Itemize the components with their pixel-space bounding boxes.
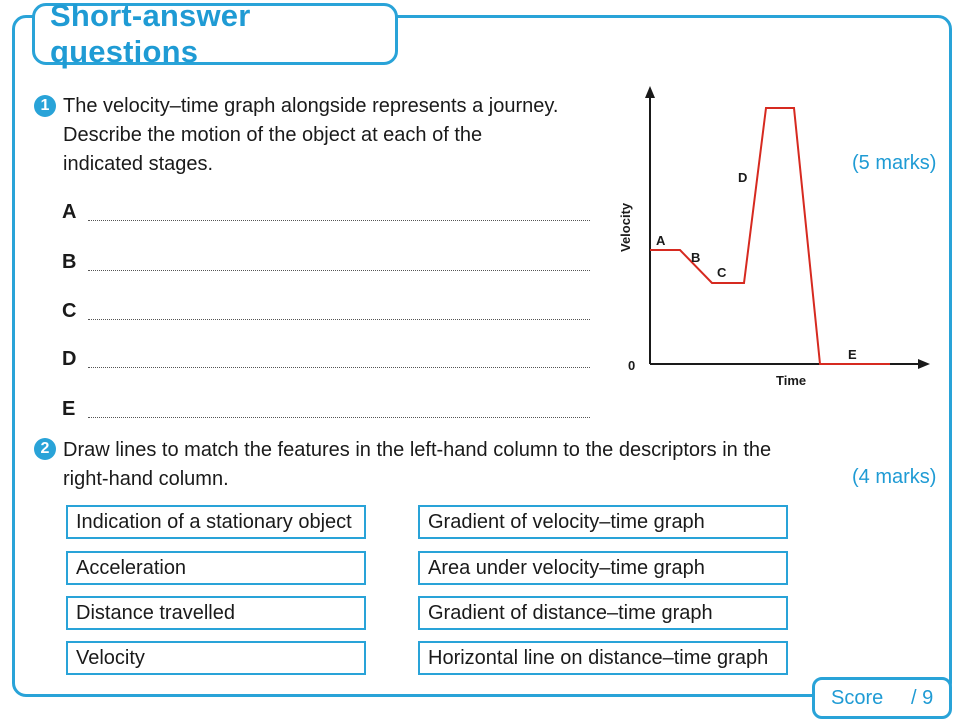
- question-2-text: Draw lines to match the features in the …: [63, 436, 771, 494]
- answer-label-b: B: [62, 251, 77, 273]
- right-item-area-vt[interactable]: Area under velocity–time graph: [418, 551, 788, 585]
- origin-label: 0: [628, 358, 635, 373]
- left-item-stationary[interactable]: Indication of a stationary object: [66, 505, 366, 539]
- stage-label-e: E: [848, 347, 857, 362]
- stage-label-b: B: [691, 250, 700, 265]
- score-label: Score: [831, 687, 884, 709]
- question-2-marks: (4 marks): [852, 466, 937, 488]
- velocity-time-graph: A B C D E 0 Time Velocity: [618, 86, 930, 388]
- answer-line-c[interactable]: [88, 319, 590, 320]
- y-axis-arrow-icon: [645, 86, 655, 98]
- answer-label-e: E: [62, 398, 76, 420]
- question-1-marks: (5 marks): [852, 152, 937, 174]
- answer-label-c: C: [62, 300, 77, 322]
- title-tab: Short-answer questions: [32, 0, 398, 69]
- page-title: Short-answer questions: [50, 0, 251, 69]
- right-item-horizontal-dt[interactable]: Horizontal line on distance–time graph: [418, 641, 788, 675]
- answer-line-e[interactable]: [88, 417, 590, 418]
- worksheet-frame: [12, 15, 952, 697]
- stage-label-a: A: [656, 233, 666, 248]
- answer-line-d[interactable]: [88, 367, 590, 368]
- right-item-gradient-dt[interactable]: Gradient of distance–time graph: [418, 596, 788, 630]
- question-1-line: The velocity–time graph alongside repres…: [63, 95, 559, 117]
- answer-line-b[interactable]: [88, 270, 590, 271]
- answer-label-d: D: [62, 348, 77, 370]
- question-1-number-badge: 1: [34, 95, 56, 117]
- y-axis-label: Velocity: [618, 202, 633, 252]
- stage-label-c: C: [717, 265, 727, 280]
- question-2-line: right-hand column.: [63, 468, 229, 490]
- x-axis-label: Time: [776, 373, 806, 388]
- score-box: Score / 9: [812, 677, 952, 719]
- question-1-line: indicated stages.: [63, 153, 214, 175]
- question-1-line: Describe the motion of the object at eac…: [63, 124, 483, 146]
- question-1-text: The velocity–time graph alongside repres…: [63, 92, 558, 179]
- score-total: / 9: [911, 687, 934, 709]
- x-axis-arrow-icon: [918, 359, 930, 369]
- answer-line-a[interactable]: [88, 220, 590, 221]
- right-item-gradient-vt[interactable]: Gradient of velocity–time graph: [418, 505, 788, 539]
- left-item-acceleration[interactable]: Acceleration: [66, 551, 366, 585]
- left-item-velocity[interactable]: Velocity: [66, 641, 366, 675]
- stage-label-d: D: [738, 170, 747, 185]
- question-2-line: Draw lines to match the features in the …: [63, 439, 772, 461]
- velocity-line: [650, 107, 890, 365]
- question-2-number-badge: 2: [34, 438, 56, 460]
- left-item-distance[interactable]: Distance travelled: [66, 596, 366, 630]
- answer-label-a: A: [62, 201, 77, 223]
